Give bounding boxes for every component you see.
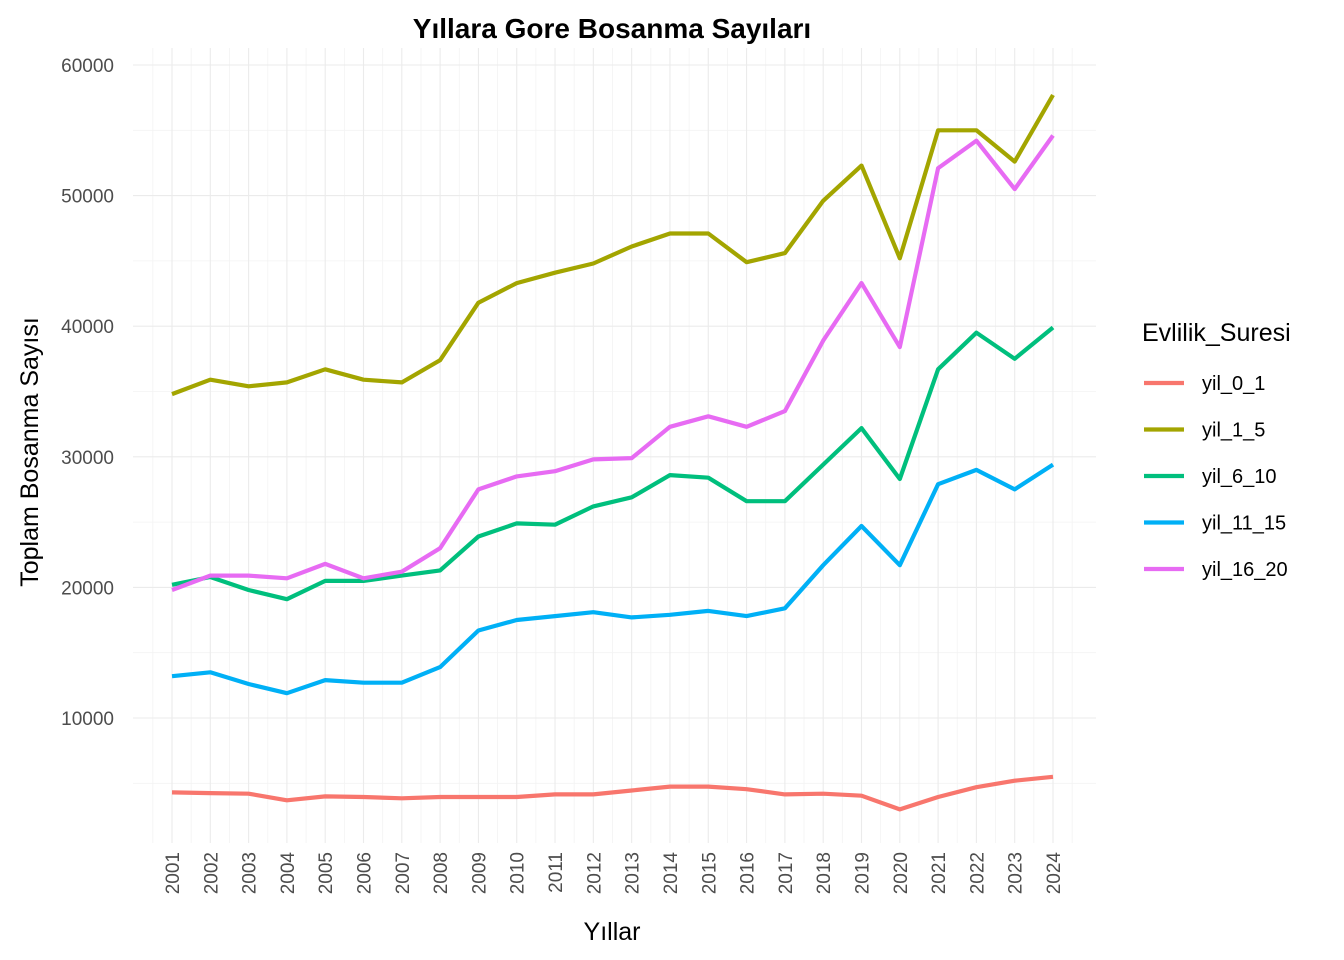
y-tick-label: 40000 [61,317,114,338]
legend-label-yil_0_1: yil_0_1 [1202,373,1265,395]
legend-label-yil_1_5: yil_1_5 [1202,420,1265,442]
x-tick-label: 2001 [163,852,184,894]
x-tick-label: 2016 [738,852,759,894]
legend-title: Evlilik_Suresi [1142,319,1291,347]
x-tick-label: 2012 [584,852,605,894]
legend-label-yil_6_10: yil_6_10 [1202,466,1277,488]
x-tick-label: 2014 [661,852,682,895]
series-line-yil_0_1 [171,774,1054,812]
x-tick-label: 2020 [891,852,912,894]
legend: Evlilik_Suresi yil_0_1 yil_1_5 yil_6_10yil… [1142,319,1291,581]
x-tick-label: 2009 [469,852,490,894]
series-line-yil_6_10 [171,325,1055,602]
x-tick-label: 2002 [201,852,222,894]
x-tick-label: 2011 [546,852,567,893]
x-tick-label: 2005 [316,852,337,894]
major-gridlines [133,48,1096,843]
x-tick-label: 2010 [508,852,529,894]
minor-gridlines [133,48,1096,843]
x-tick-label: 2006 [355,852,376,894]
x-axis-title: Yıllar [584,918,641,946]
series-lines [171,93,1055,812]
y-tick-label: 60000 [61,56,114,77]
x-tick-label: 2008 [431,852,452,894]
legend-label-yil_11_15: yil_11_15 [1202,513,1286,535]
chart-title: Yıllara Gore Bosanma Sayıları [413,13,811,44]
y-tick-label: 50000 [61,187,114,208]
series-line-yil_1_5 [171,93,1055,397]
y-tick-label: 30000 [61,448,114,469]
y-tick-label: 10000 [61,709,114,730]
x-tick-label: 2003 [240,852,261,894]
x-tick-label: 2024 [1044,852,1065,895]
y-axis-title: Toplam Bosanma Sayısı [16,317,44,587]
x-tick-label: 2018 [814,852,835,894]
x-tick-label: 2017 [776,852,797,894]
legend-label-yil_16_20: yil_16_20 [1202,559,1288,581]
x-tick-label: 2015 [699,852,720,894]
x-tick-label: 2021 [929,852,950,894]
series-line-yil_16_20 [171,134,1055,592]
x-tick-label: 2022 [967,852,988,894]
series-line-yil_11_15 [171,462,1055,696]
x-tick-labels: 2001 2002 2003 2004 2005 2006 2007 2008 2009 2010… [163,852,1065,895]
x-tick-label: 2007 [393,852,414,894]
x-tick-label: 2023 [1006,852,1027,894]
x-tick-label: 2004 [278,852,299,895]
y-tick-labels: 10000 20000 30000 40000 50000 60000 [61,56,114,730]
x-tick-label: 2013 [623,852,644,894]
y-tick-label: 20000 [61,578,114,599]
x-tick-label: 2019 [852,852,873,894]
